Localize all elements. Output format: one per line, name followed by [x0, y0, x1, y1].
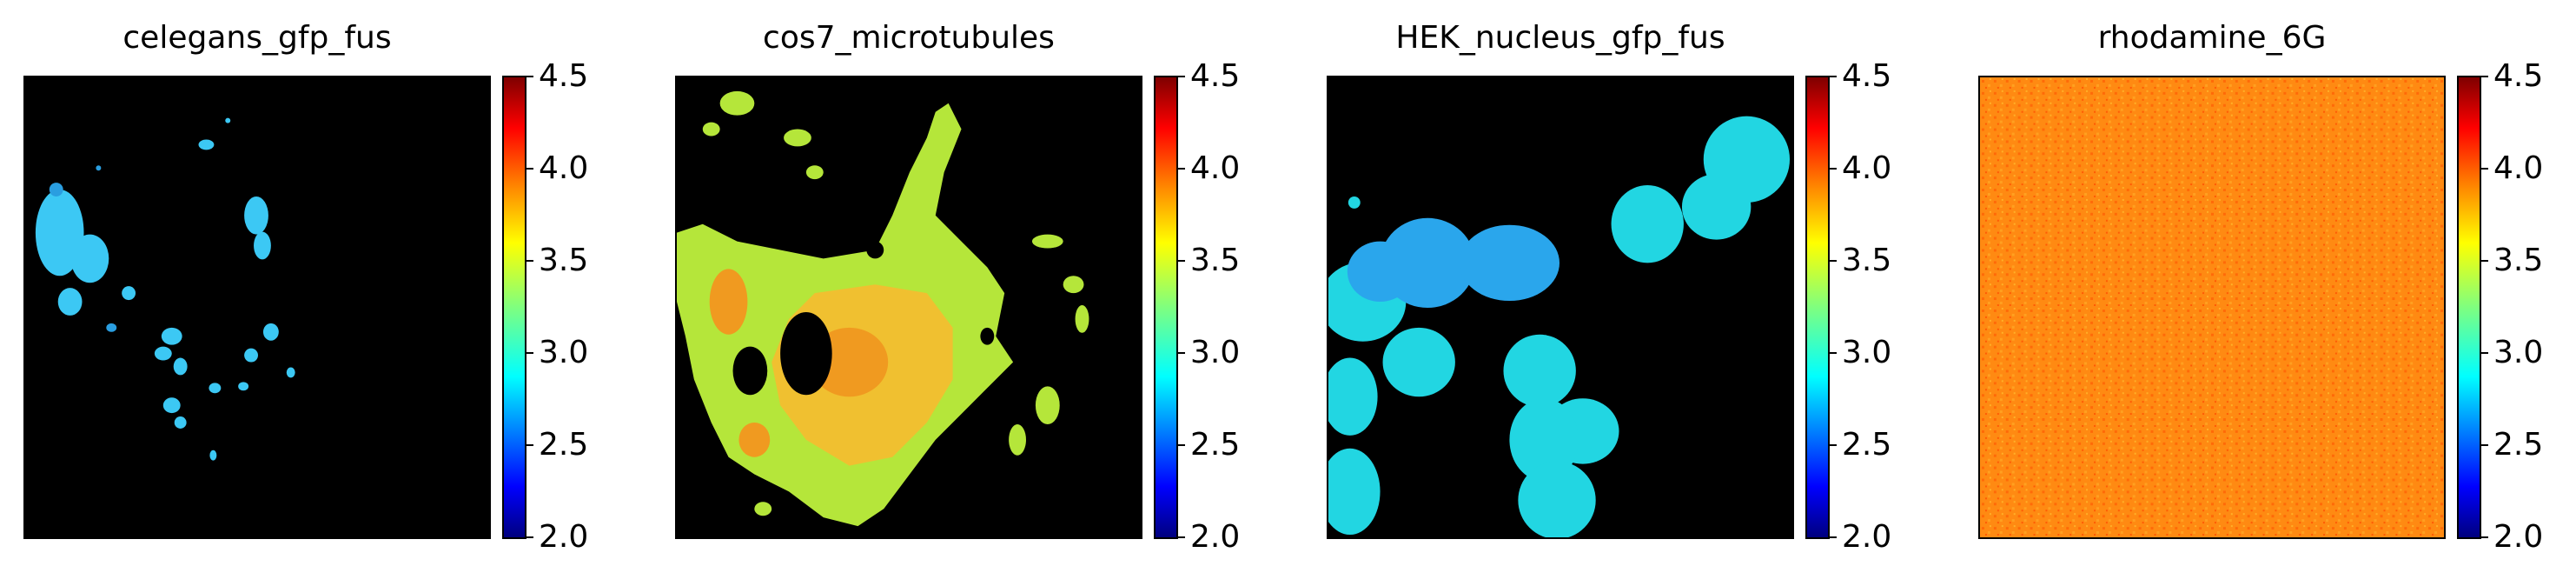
cbar-tick — [526, 260, 533, 262]
image-hek — [1327, 76, 1794, 539]
cbar-tick — [2481, 76, 2488, 77]
cbar-tick — [2481, 536, 2488, 538]
cbar-tick-label: 3.0 — [1190, 335, 1241, 370]
cbar-tick-label: 2.0 — [1842, 519, 1892, 555]
cbar-tick — [1830, 260, 1837, 262]
cbar-tick-label: 4.0 — [1190, 150, 1241, 186]
cbar-tick — [2481, 260, 2488, 262]
cbar-tick-label: 2.0 — [1190, 519, 1241, 555]
cbar-tick — [1178, 76, 1185, 77]
cbar-tick — [1178, 352, 1185, 354]
cbar-tick-label: 2.0 — [2493, 519, 2544, 555]
colorbar-4 — [2457, 76, 2481, 539]
panel-title-rhodamine: rhodamine_6G — [2097, 20, 2327, 56]
cbar-tick-label: 3.5 — [539, 243, 589, 278]
cbar-tick — [2481, 352, 2488, 354]
colorbar-3 — [1805, 76, 1830, 539]
cbar-tick — [526, 536, 533, 538]
cbar-tick — [526, 444, 533, 446]
image-celegans — [23, 76, 491, 539]
cbar-tick — [1830, 444, 1837, 446]
colorbar-1 — [502, 76, 526, 539]
cbar-tick-label: 4.5 — [539, 58, 589, 94]
cbar-tick — [1178, 536, 1185, 538]
cbar-tick — [1830, 352, 1837, 354]
colorbar-2 — [1154, 76, 1178, 539]
cbar-tick — [526, 76, 533, 77]
image-rhodamine — [1978, 76, 2446, 539]
cbar-tick — [1178, 168, 1185, 170]
cbar-tick — [526, 352, 533, 354]
cbar-tick — [526, 168, 533, 170]
cbar-tick-label: 2.5 — [539, 427, 589, 463]
image-cos7 — [675, 76, 1142, 539]
cbar-tick — [1830, 536, 1837, 538]
panel-title-hek: HEK_nucleus_gfp_fus — [1395, 20, 1725, 56]
cbar-tick — [1830, 168, 1837, 170]
cbar-tick-label: 2.5 — [1842, 427, 1892, 463]
cbar-tick-label: 3.5 — [2493, 243, 2544, 278]
cbar-tick-label: 2.0 — [539, 519, 589, 555]
cbar-tick — [2481, 444, 2488, 446]
cbar-tick-label: 4.0 — [539, 150, 589, 186]
cbar-tick-label: 4.0 — [1842, 150, 1892, 186]
cbar-tick-label: 2.5 — [2493, 427, 2544, 463]
panel-title-cos7: cos7_microtubules — [763, 20, 1055, 56]
cbar-tick-label: 3.0 — [2493, 335, 2544, 370]
cbar-tick — [1830, 76, 1837, 77]
cbar-tick — [2481, 168, 2488, 170]
cbar-tick-label: 3.5 — [1190, 243, 1241, 278]
cbar-tick — [1178, 260, 1185, 262]
cbar-tick-label: 2.5 — [1190, 427, 1241, 463]
cbar-tick — [1178, 444, 1185, 446]
cbar-tick-label: 4.5 — [1842, 58, 1892, 94]
cbar-tick-label: 4.5 — [2493, 58, 2544, 94]
panel-title-celegans: celegans_gfp_fus — [123, 20, 392, 56]
cbar-tick-label: 3.5 — [1842, 243, 1892, 278]
cbar-tick-label: 3.0 — [539, 335, 589, 370]
cbar-tick-label: 4.0 — [2493, 150, 2544, 186]
cbar-tick-label: 3.0 — [1842, 335, 1892, 370]
cbar-tick-label: 4.5 — [1190, 58, 1241, 94]
